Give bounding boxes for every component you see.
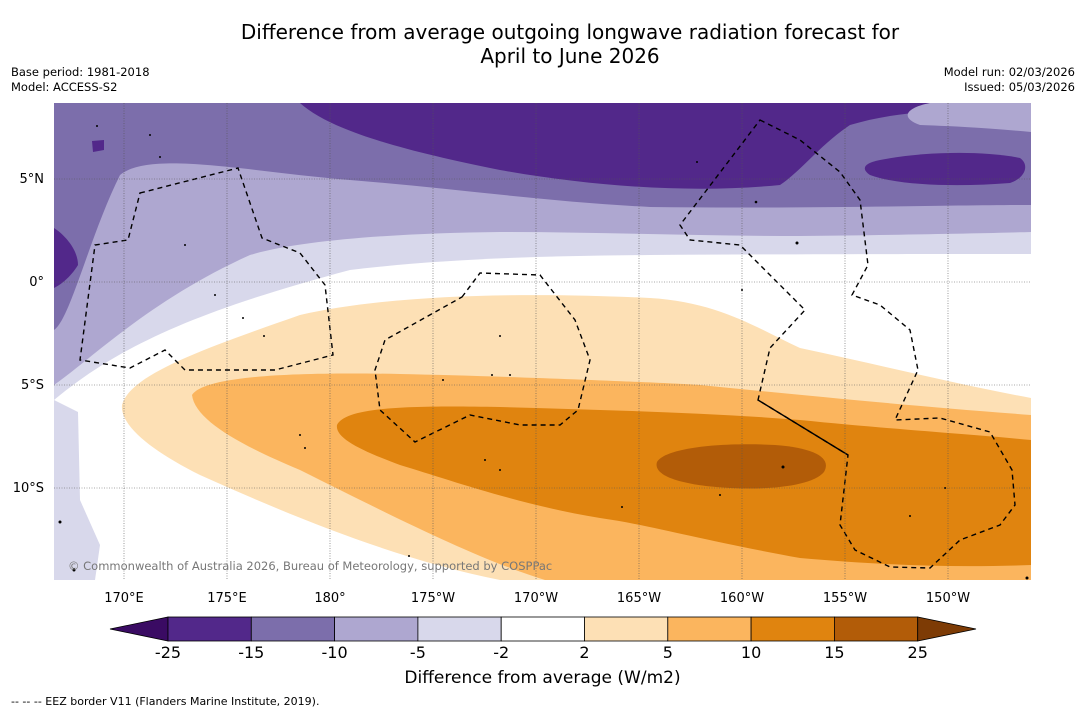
colorbar-tick-label: -25	[155, 643, 181, 662]
colorbar-label: Difference from average (W/m2)	[404, 668, 681, 688]
colorbar-swatch	[584, 616, 669, 642]
model-name: Model: ACCESS-S2	[11, 80, 118, 94]
eez-border-kiribati-west	[79, 167, 334, 371]
colorbar-tick-label: 25	[908, 643, 928, 662]
eez-footnote: -- -- -- EEZ border V11 (Flanders Marine…	[11, 695, 320, 708]
lat-label: 5°N	[20, 172, 45, 187]
colorbar-tick-label: 15	[824, 643, 844, 662]
base-period: Base period: 1981-2018	[11, 65, 150, 79]
title-line-2: April to June 2026	[480, 44, 660, 68]
colorbar-swatch	[167, 616, 252, 642]
lon-label: 165°W	[617, 591, 661, 606]
map-title: Difference from average outgoing longwav…	[0, 20, 1085, 68]
colorbar-tick-label: -5	[410, 643, 426, 662]
eez-border-solid-segment	[757, 399, 849, 456]
colorbar-swatch	[667, 616, 752, 642]
title-line-1: Difference from average outgoing longwav…	[240, 20, 900, 44]
colorbar-under-arrow	[109, 616, 169, 642]
colorbar-swatch	[500, 616, 585, 642]
colorbar-tick-label: 10	[741, 643, 761, 662]
colorbar: -25 -15 -10 -5 -2 2 5 10 15 25	[109, 616, 977, 662]
lon-label: 155°W	[823, 591, 867, 606]
colorbar-tick-label: -15	[238, 643, 264, 662]
longitude-labels: 170°E 175°E 180° 175°W 170°W 165°W 160°W…	[104, 591, 970, 606]
colorbar-over-arrow	[917, 616, 977, 642]
map-panel: © Commonwealth of Australia 2026, Bureau…	[54, 103, 1031, 580]
band-minus15-to-minus25-east	[864, 152, 1026, 186]
lat-label: 5°S	[21, 378, 44, 393]
islands	[58, 125, 1029, 580]
colorbar-tick-label: -2	[493, 643, 509, 662]
lat-label: 10°S	[13, 481, 44, 496]
meta-right: Model run: 02/03/2026 Issued: 05/03/2026	[944, 65, 1075, 95]
band-minus15-to-minus25	[300, 103, 1031, 189]
eez-borders	[79, 119, 1016, 569]
lon-label: 180°	[314, 591, 345, 606]
lon-label: 175°W	[411, 591, 455, 606]
meta-left: Base period: 1981-2018 Model: ACCESS-S2	[11, 65, 150, 95]
purple-patch-west-minus2	[54, 400, 100, 580]
latitude-labels: 5°N 0° 5°S 10°S	[13, 172, 44, 496]
colorbar-tick-label: 5	[663, 643, 673, 662]
graticule	[54, 103, 1031, 580]
colorbar-swatch	[334, 616, 419, 642]
copyright-notice: © Commonwealth of Australia 2026, Bureau…	[68, 559, 552, 573]
colorbar-tick-label: 2	[579, 643, 589, 662]
colorbar-swatch	[250, 616, 336, 642]
colorbar-swatch	[834, 616, 919, 642]
lon-label: 160°W	[720, 591, 764, 606]
issued-date: Issued: 05/03/2026	[964, 80, 1075, 94]
band-15-to-25	[656, 444, 826, 489]
colorbar-tick-label: -10	[322, 643, 348, 662]
lat-label: 0°	[29, 275, 44, 290]
band-minus10-to-minus15-northeast	[907, 103, 1031, 132]
colorbar-swatch	[417, 616, 502, 642]
lon-label: 170°E	[104, 591, 144, 606]
eez-border-phoenix	[374, 272, 591, 443]
colorbar-swatch	[750, 616, 835, 642]
band-10-to-15	[336, 406, 1031, 567]
band-minus15-to-minus25-west	[54, 228, 78, 288]
lon-label: 175°E	[207, 591, 247, 606]
lon-label: 170°W	[514, 591, 558, 606]
eez-border-line-islands	[679, 119, 1016, 569]
lon-label: 150°W	[926, 591, 970, 606]
model-run: Model run: 02/03/2026	[943, 65, 1075, 79]
